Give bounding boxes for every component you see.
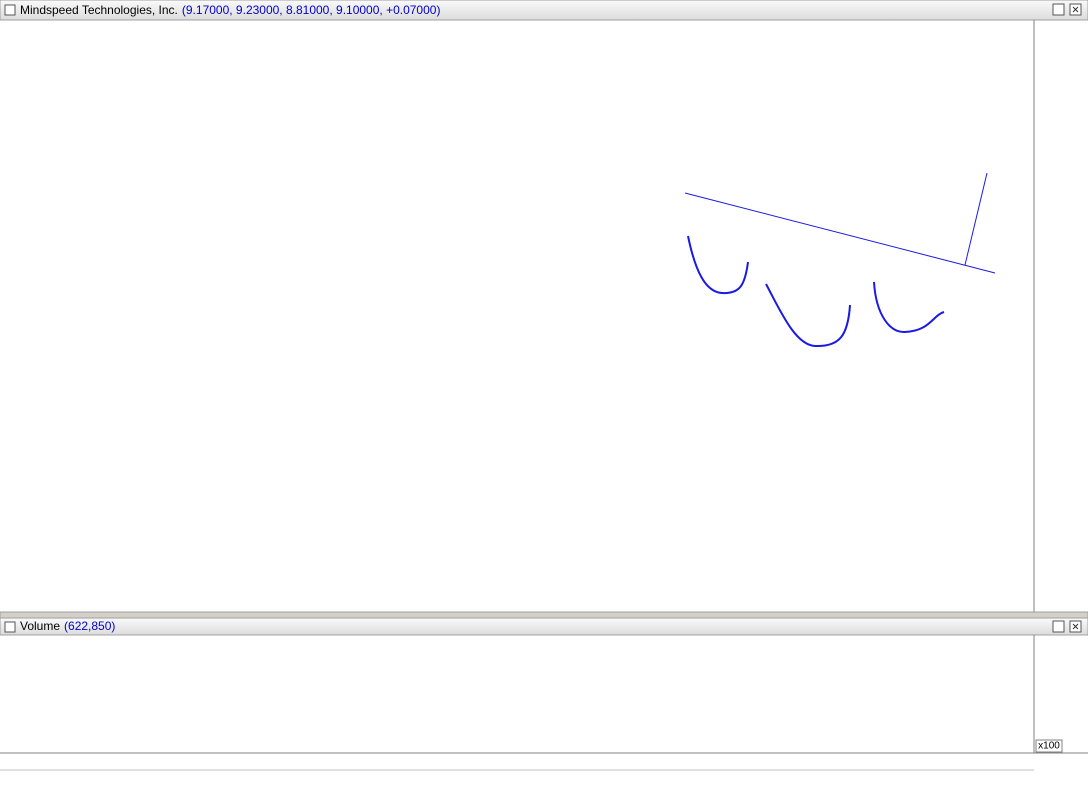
maximize-button[interactable] [1052,3,1065,16]
trend-line [684,192,996,274]
breakout-line [964,172,988,266]
subtitle: (9.17000, 9.23000, 8.81000, 9.10000, +0.… [182,3,441,17]
panel-icon [4,621,16,633]
panel-separator [0,611,1088,619]
cup-curve [765,283,851,348]
maximize-button[interactable] [1052,620,1065,633]
volume-unit: x100 [1038,741,1060,752]
panel-icon [4,4,16,16]
unit-box [1035,739,1063,753]
annotations [684,172,996,348]
price-title: Mindspeed Technologies, Inc. (9.17000, 9.… [20,3,440,17]
price-title-bar [0,0,1088,21]
cup-curve [873,281,945,334]
cup-curve [687,235,749,295]
title: Mindspeed Technologies, Inc. [20,3,178,17]
close-icon [1072,6,1079,13]
title: Volume [20,619,60,633]
volume-title-bar [0,617,1088,636]
close-icon [1072,623,1079,630]
subtitle: (622,850) [64,619,115,633]
volume-title: Volume (622,850) [20,619,115,633]
